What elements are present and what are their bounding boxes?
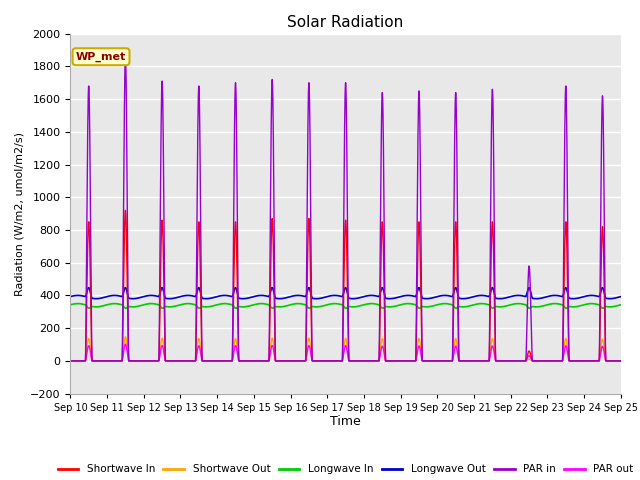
Line: Longwave Out: Longwave Out: [70, 288, 621, 299]
Longwave Out: [617, 294, 625, 300]
Text: WP_met: WP_met: [76, 51, 126, 62]
Shortwave In: [67, 358, 74, 364]
Title: Solar Radiation: Solar Radiation: [287, 15, 404, 30]
Longwave In: [298, 301, 306, 307]
PAR out: [506, 358, 514, 364]
Longwave In: [85, 305, 93, 311]
Longwave In: [283, 303, 291, 309]
Longwave In: [522, 302, 529, 308]
Longwave In: [501, 303, 509, 309]
Y-axis label: Radiation (W/m2, umol/m2/s): Radiation (W/m2, umol/m2/s): [15, 132, 24, 296]
PAR in: [501, 358, 509, 364]
PAR out: [122, 341, 129, 347]
Shortwave In: [617, 358, 625, 364]
Longwave Out: [479, 293, 487, 299]
Legend: Shortwave In, Shortwave Out, Longwave In, Longwave Out, PAR in, PAR out: Shortwave In, Shortwave Out, Longwave In…: [53, 460, 638, 479]
Shortwave Out: [283, 358, 291, 364]
X-axis label: Time: Time: [330, 415, 361, 429]
Longwave Out: [501, 295, 509, 301]
Longwave In: [67, 302, 74, 308]
Shortwave In: [521, 358, 529, 364]
Longwave Out: [67, 294, 74, 300]
Line: Longwave In: Longwave In: [70, 304, 621, 308]
Shortwave Out: [617, 358, 625, 364]
PAR out: [501, 358, 509, 364]
Longwave Out: [298, 293, 306, 299]
Longwave Out: [92, 296, 100, 301]
Longwave In: [506, 302, 514, 308]
Shortwave Out: [521, 358, 529, 364]
Longwave Out: [506, 294, 514, 300]
PAR in: [521, 358, 529, 364]
Longwave Out: [283, 295, 291, 300]
PAR in: [617, 358, 625, 364]
Shortwave In: [506, 358, 514, 364]
PAR in: [479, 358, 487, 364]
PAR out: [521, 358, 529, 364]
PAR in: [506, 358, 514, 364]
Shortwave In: [283, 358, 291, 364]
Line: PAR in: PAR in: [70, 57, 621, 361]
Shortwave Out: [67, 358, 74, 364]
Shortwave Out: [501, 358, 509, 364]
PAR out: [298, 358, 306, 364]
Shortwave Out: [479, 358, 487, 364]
Shortwave Out: [506, 358, 514, 364]
PAR in: [283, 358, 291, 364]
Line: Shortwave In: Shortwave In: [70, 210, 621, 361]
PAR out: [67, 358, 74, 364]
Shortwave In: [479, 358, 487, 364]
Longwave In: [74, 301, 82, 307]
Line: Shortwave Out: Shortwave Out: [70, 337, 621, 361]
PAR in: [122, 54, 129, 60]
Shortwave Out: [122, 334, 129, 340]
PAR in: [67, 358, 74, 364]
Longwave In: [617, 302, 625, 308]
PAR out: [479, 358, 487, 364]
Shortwave Out: [298, 358, 306, 364]
PAR out: [283, 358, 291, 364]
Longwave In: [479, 301, 487, 307]
PAR in: [298, 358, 306, 364]
Longwave Out: [522, 294, 529, 300]
PAR out: [617, 358, 625, 364]
Shortwave In: [122, 207, 129, 213]
Line: PAR out: PAR out: [70, 344, 621, 361]
Longwave Out: [84, 285, 92, 290]
Shortwave In: [501, 358, 509, 364]
Shortwave In: [298, 358, 306, 364]
